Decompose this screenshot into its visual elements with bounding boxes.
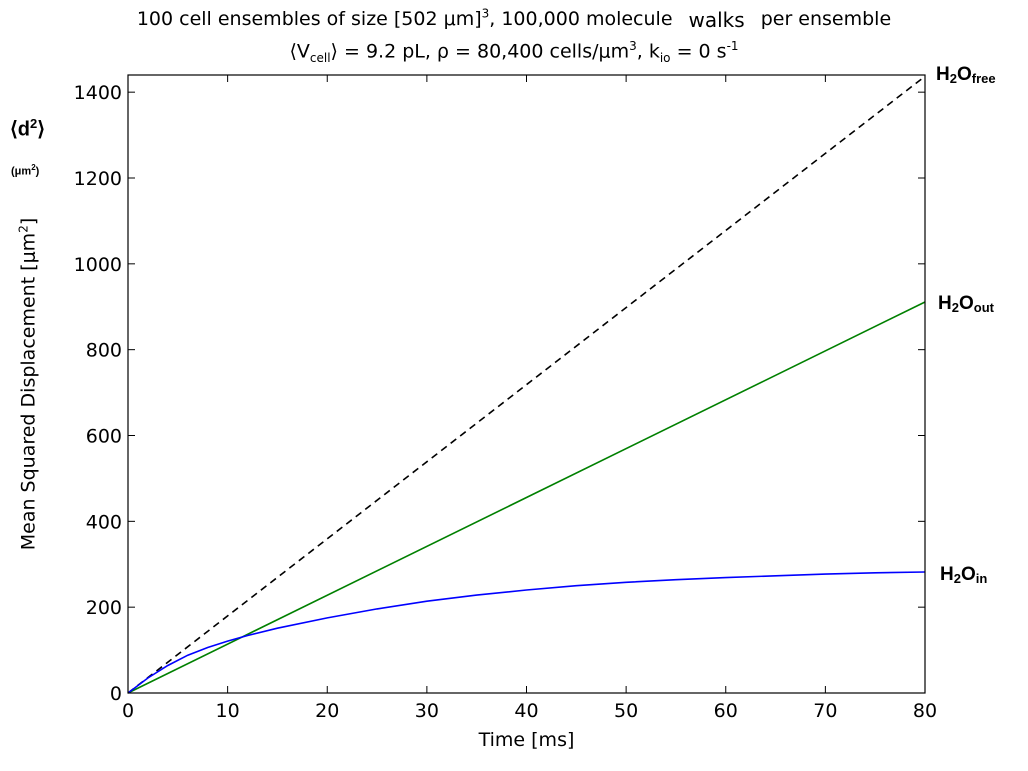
- chart-subtitle: ⟨Vcell⟩ = 9.2 pL, ρ = 80,400 cells/μm3, …: [289, 39, 739, 66]
- x-tick-label: 30: [415, 700, 439, 722]
- plot-lines: [127, 75, 926, 694]
- x-tick-label: 50: [614, 700, 638, 722]
- series-line-in: [127, 571, 926, 694]
- series-label-out: H2Oout: [938, 293, 994, 315]
- x-tick-label: 40: [514, 700, 538, 722]
- plot-frame: [127, 74, 926, 694]
- series-label-in: H2Oin: [940, 564, 988, 586]
- x-tick-label: 0: [122, 700, 134, 722]
- chart-title: 100 cell ensembles of size [502 μm]3, 10…: [136, 6, 892, 32]
- x-tick-label: 10: [216, 700, 240, 722]
- y-tick-label: 0: [110, 683, 122, 705]
- d2-unit-annotation: (μm2): [11, 163, 40, 178]
- y-tick-label: 1400: [74, 82, 122, 104]
- y-tick-label: 800: [86, 340, 122, 362]
- y-tick-label: 400: [86, 511, 122, 533]
- axis-ticks: 0 10 20 30 40 50 60 70 8002004006008001000120014…: [74, 75, 937, 722]
- y-tick-label: 600: [86, 426, 122, 448]
- x-tick-label: 80: [913, 700, 937, 722]
- x-axis-label: Time [ms]: [478, 729, 575, 751]
- series-line-out: [127, 301, 926, 694]
- x-tick-label: 60: [714, 700, 738, 722]
- d2-annotation: ⟨d2⟩: [10, 116, 46, 141]
- title-walks-word: walks: [688, 8, 745, 32]
- series-label-free: H2Ofree: [936, 64, 996, 86]
- x-tick-label: 70: [813, 700, 837, 722]
- y-tick-label: 1000: [74, 254, 122, 276]
- y-tick-label: 1200: [74, 168, 122, 190]
- y-axis-label: Mean Squared Displacement [μm2]: [16, 217, 40, 551]
- x-tick-label: 20: [315, 700, 339, 722]
- series-line-free: [127, 75, 926, 694]
- y-tick-label: 200: [86, 597, 122, 619]
